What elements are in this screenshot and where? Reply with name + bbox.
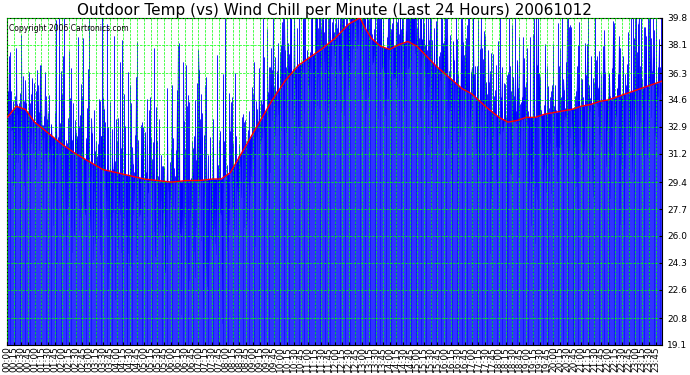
Title: Outdoor Temp (vs) Wind Chill per Minute (Last 24 Hours) 20061012: Outdoor Temp (vs) Wind Chill per Minute … [77, 3, 592, 18]
Text: Copyright 2006 Cartronics.com: Copyright 2006 Cartronics.com [8, 24, 128, 33]
